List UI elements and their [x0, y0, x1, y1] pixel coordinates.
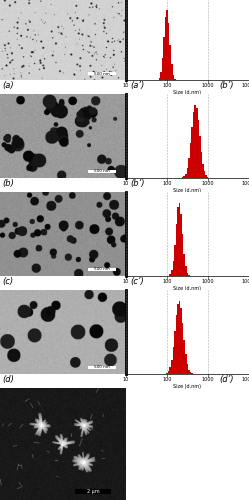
Bar: [188, 275, 190, 276]
Text: (a): (a): [2, 82, 14, 90]
Bar: [171, 64, 173, 80]
Bar: [193, 112, 194, 178]
Bar: [168, 23, 169, 80]
Bar: [179, 301, 180, 374]
Bar: [196, 108, 197, 178]
Bar: [173, 261, 174, 276]
Bar: [180, 308, 182, 374]
X-axis label: Size (d.nm): Size (d.nm): [173, 286, 201, 291]
Bar: [171, 360, 173, 374]
Text: 500 nm: 500 nm: [94, 170, 110, 173]
Bar: [188, 370, 190, 374]
Bar: [187, 364, 188, 374]
Bar: [160, 72, 162, 80]
Bar: [88, 268, 116, 271]
Text: 2 μm: 2 μm: [87, 489, 99, 494]
Bar: [184, 254, 185, 276]
Bar: [207, 177, 208, 178]
Bar: [169, 367, 171, 374]
Text: 500 nm: 500 nm: [94, 72, 110, 76]
Bar: [194, 105, 196, 178]
Bar: [169, 274, 171, 276]
Text: (d): (d): [2, 376, 14, 384]
X-axis label: Size (d.nm): Size (d.nm): [173, 384, 201, 389]
Bar: [182, 234, 184, 276]
Bar: [174, 244, 176, 276]
Bar: [174, 332, 176, 374]
Bar: [202, 164, 204, 178]
Bar: [88, 72, 116, 75]
Bar: [185, 174, 187, 178]
Text: (c): (c): [2, 278, 14, 286]
Bar: [182, 323, 184, 374]
Bar: [173, 348, 174, 374]
Bar: [171, 270, 173, 276]
Bar: [201, 152, 202, 178]
Bar: [184, 340, 185, 374]
Bar: [176, 224, 177, 276]
Bar: [185, 354, 187, 374]
Bar: [88, 366, 116, 369]
Text: (b’): (b’): [220, 82, 234, 90]
Bar: [187, 272, 188, 276]
Bar: [188, 158, 190, 178]
Bar: [179, 203, 180, 276]
Bar: [205, 176, 207, 178]
Bar: [174, 78, 176, 80]
Bar: [166, 373, 168, 374]
Bar: [191, 127, 193, 178]
Text: 500 nm: 500 nm: [94, 366, 110, 370]
Bar: [177, 207, 179, 276]
Bar: [180, 214, 182, 276]
Bar: [169, 45, 171, 80]
Bar: [168, 372, 169, 374]
Bar: [184, 176, 185, 178]
Bar: [159, 78, 160, 80]
Bar: [199, 136, 201, 178]
Text: 500 nm: 500 nm: [94, 268, 110, 272]
X-axis label: Size (d.nm): Size (d.nm): [173, 90, 201, 95]
Bar: [190, 144, 191, 178]
Text: (b’): (b’): [131, 180, 145, 188]
Bar: [187, 168, 188, 178]
Bar: [176, 315, 177, 374]
Bar: [185, 266, 187, 276]
Bar: [166, 10, 168, 80]
Bar: [165, 16, 166, 80]
X-axis label: Size (d.nm): Size (d.nm): [173, 188, 201, 193]
Bar: [173, 74, 174, 80]
Text: (d’): (d’): [220, 376, 234, 384]
Bar: [162, 58, 163, 80]
Bar: [75, 489, 111, 494]
Bar: [163, 37, 165, 80]
Bar: [204, 172, 205, 178]
Text: (c’): (c’): [131, 278, 144, 286]
Bar: [190, 372, 191, 374]
Bar: [88, 170, 116, 173]
Text: (a’): (a’): [131, 82, 145, 90]
Bar: [197, 120, 199, 178]
Bar: [177, 304, 179, 374]
Text: (b): (b): [2, 180, 14, 188]
